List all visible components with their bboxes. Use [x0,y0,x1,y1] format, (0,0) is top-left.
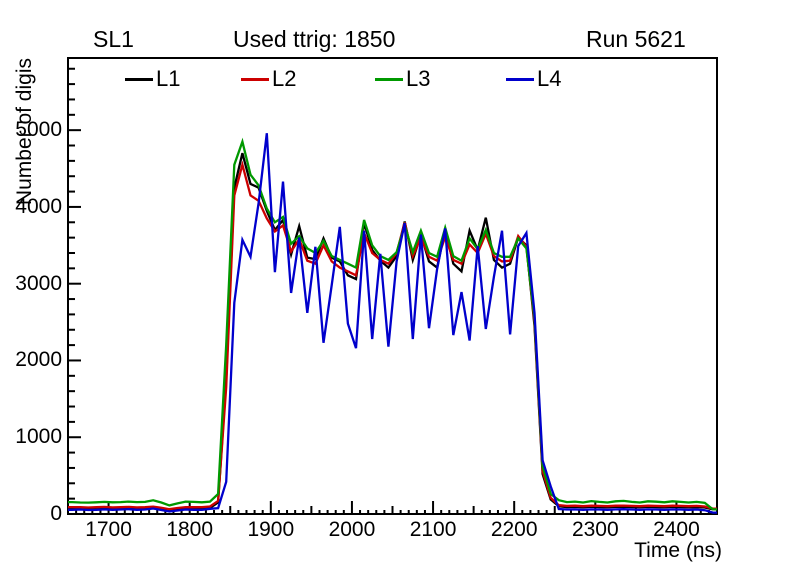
x-tick-label: 2100 [409,518,457,541]
series-L4-line [68,133,717,514]
y-tick-label: 4000 [15,194,62,218]
y-tick-label: 1000 [15,425,62,449]
legend-label-l4: L4 [537,66,562,91]
legend-label-l1: L1 [156,66,181,91]
l1-line-swatch [125,77,153,81]
legend-entry-l1: L1 [125,66,180,92]
x-tick-label: 1700 [85,518,132,541]
y-tick-label: 3000 [15,271,62,295]
series-L3-line [68,137,717,511]
run-number-title: Run 5621 [586,26,686,52]
legend-label-l2: L2 [272,66,297,91]
l4-line-swatch [506,77,534,81]
x-tick-label: 1800 [166,518,214,541]
x-tick-label: 2200 [490,518,538,541]
legend-entry-l2: L2 [241,66,296,92]
series-L1-line [68,152,717,512]
l2-line-swatch [241,77,269,81]
y-tick-label: 0 [50,502,62,525]
series-L2-line [68,160,717,511]
x-axis-title: Time (ns) [634,539,722,562]
x-tick-label: 1900 [247,518,295,541]
superlayer-title: SL1 [93,26,134,52]
legend-label-l3: L3 [406,66,431,91]
legend-entry-l3: L3 [375,66,430,92]
x-tick-label: 2400 [653,518,700,541]
histogram-title: Used ttrig: 1850 [233,26,396,52]
plot-frame [67,57,718,515]
x-tick-label: 2300 [571,518,619,541]
x-tick-label: 2000 [328,518,376,541]
y-tick-label: 5000 [15,118,62,142]
y-tick-label: 2000 [15,348,62,372]
l3-line-swatch [375,77,403,81]
legend-entry-l4: L4 [506,66,561,92]
